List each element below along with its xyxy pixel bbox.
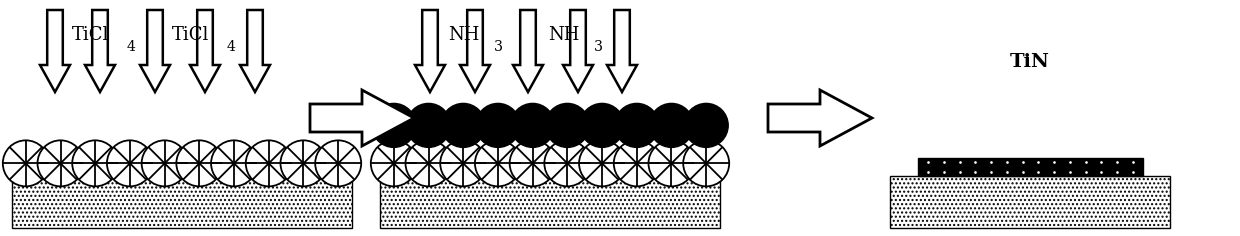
Polygon shape: [310, 90, 414, 146]
Circle shape: [579, 140, 625, 186]
Polygon shape: [190, 10, 219, 92]
Circle shape: [511, 103, 554, 148]
Text: 3: 3: [494, 40, 503, 54]
Circle shape: [37, 140, 83, 186]
Polygon shape: [608, 10, 637, 92]
Text: 4: 4: [126, 40, 136, 54]
Circle shape: [107, 140, 153, 186]
Circle shape: [2, 140, 48, 186]
Circle shape: [405, 140, 451, 186]
Circle shape: [440, 140, 486, 186]
Polygon shape: [415, 10, 445, 92]
Text: 4: 4: [227, 40, 236, 54]
Circle shape: [510, 140, 556, 186]
Circle shape: [441, 103, 485, 148]
Circle shape: [246, 140, 291, 186]
Text: TiCl: TiCl: [72, 26, 109, 44]
Polygon shape: [768, 90, 872, 146]
Circle shape: [72, 140, 118, 186]
Circle shape: [476, 103, 520, 148]
Polygon shape: [460, 10, 490, 92]
Bar: [890, 176, 1171, 228]
Polygon shape: [40, 10, 69, 92]
Bar: [918, 158, 1143, 176]
Circle shape: [580, 103, 624, 148]
Circle shape: [280, 140, 326, 186]
Text: NH: NH: [548, 26, 579, 44]
Circle shape: [211, 140, 257, 186]
Polygon shape: [241, 10, 270, 92]
Circle shape: [683, 140, 729, 186]
Polygon shape: [86, 10, 115, 92]
Circle shape: [615, 103, 658, 148]
Circle shape: [544, 140, 590, 186]
Text: 3: 3: [594, 40, 603, 54]
Circle shape: [475, 140, 521, 186]
Polygon shape: [563, 10, 593, 92]
Text: NH: NH: [448, 26, 480, 44]
Circle shape: [546, 103, 589, 148]
Circle shape: [176, 140, 222, 186]
Circle shape: [649, 140, 694, 186]
Circle shape: [372, 103, 415, 148]
Circle shape: [684, 103, 728, 148]
Polygon shape: [513, 10, 543, 92]
Circle shape: [650, 103, 693, 148]
Text: TiN: TiN: [1011, 53, 1050, 71]
Circle shape: [315, 140, 361, 186]
Bar: [12, 176, 352, 228]
Circle shape: [614, 140, 660, 186]
Bar: [379, 176, 720, 228]
Circle shape: [141, 140, 187, 186]
Text: TiCl: TiCl: [172, 26, 210, 44]
Circle shape: [407, 103, 450, 148]
Polygon shape: [140, 10, 170, 92]
Circle shape: [371, 140, 417, 186]
